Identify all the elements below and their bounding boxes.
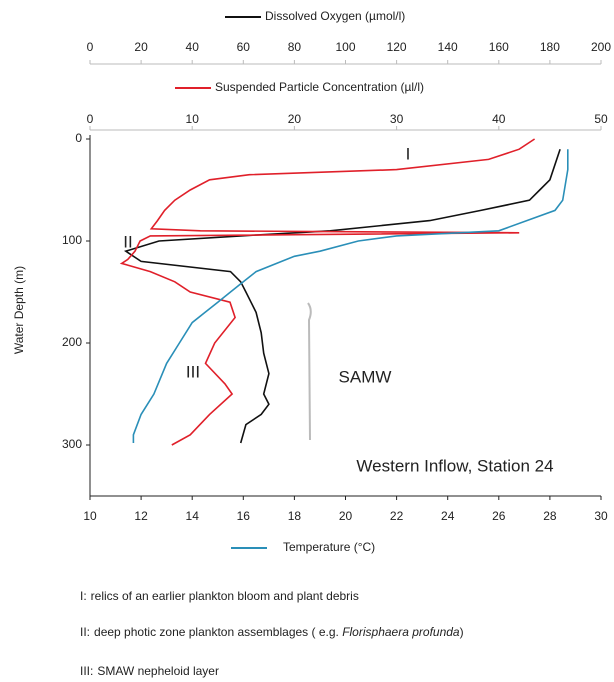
samw-bracket	[307, 302, 312, 441]
x-tick-label: 0	[87, 40, 94, 54]
annotation: Western Inflow, Station 24	[356, 456, 553, 475]
x-tick-label: 10	[186, 112, 200, 126]
profile-line	[123, 148, 561, 444]
x-tick-label: 16	[237, 509, 251, 523]
y-axis-label: Water Depth (m)	[12, 266, 26, 354]
x-tick-label: 30	[594, 509, 608, 523]
footnote-label: II:	[80, 625, 90, 639]
x-tick-label: 180	[540, 40, 560, 54]
footnote: I: relics of an earlier plankton bloom an…	[80, 589, 359, 603]
y-tick-label: 300	[62, 437, 82, 451]
x-tick-label: 14	[186, 509, 200, 523]
profile-line	[132, 149, 569, 443]
y-tick-label: 0	[75, 131, 82, 145]
annotation: II	[123, 232, 132, 251]
x-tick-label: 22	[390, 509, 404, 523]
footnote-italic: Florisphaera profunda	[342, 625, 460, 639]
x-tick-label: 40	[186, 40, 200, 54]
x-tick-label: 12	[134, 509, 148, 523]
legend-label: Dissolved Oxygen (µmol/l)	[265, 9, 405, 23]
x-tick-label: 24	[441, 509, 455, 523]
x-tick-label: 28	[543, 509, 557, 523]
x-tick-label: 10	[83, 509, 97, 523]
x-tick-label: 120	[387, 40, 407, 54]
annotation: III	[186, 362, 200, 381]
x-tick-label: 30	[390, 112, 404, 126]
x-tick-label: 160	[489, 40, 509, 54]
x-tick-label: 18	[288, 509, 302, 523]
footnote-text: SMAW nepheloid layer	[97, 664, 219, 678]
x-tick-label: 20	[288, 112, 302, 126]
profile-line	[119, 138, 536, 446]
x-tick-label: 20	[339, 509, 353, 523]
annotation: SAMW	[339, 367, 392, 386]
footnote-text: relics of an earlier plankton bloom and …	[91, 589, 359, 603]
y-tick-label: 100	[62, 233, 82, 247]
x-tick-label: 140	[438, 40, 458, 54]
x-tick-label: 20	[134, 40, 148, 54]
footnote: II: deep photic zone plankton assemblages…	[80, 625, 464, 639]
x-tick-label: 26	[492, 509, 506, 523]
x-tick-label: 0	[87, 112, 94, 126]
x-tick-label: 80	[288, 40, 302, 54]
x-tick-label: 200	[591, 40, 611, 54]
footnote-label: I:	[80, 589, 87, 603]
legend-label: Temperature (°C)	[283, 540, 375, 554]
x-tick-label: 40	[492, 112, 506, 126]
x-tick-label: 50	[594, 112, 608, 126]
annotation: I	[406, 144, 411, 163]
footnote-label: III:	[80, 664, 93, 678]
footnote-text: deep photic zone plankton assemblages ( …	[94, 625, 342, 639]
x-tick-label: 100	[335, 40, 355, 54]
footnote: III: SMAW nepheloid layer	[80, 664, 219, 678]
footnote-text: )	[460, 625, 464, 639]
y-tick-label: 200	[62, 335, 82, 349]
x-tick-label: 60	[237, 40, 251, 54]
legend-label: Suspended Particle Concentration (µl/l)	[215, 80, 424, 94]
